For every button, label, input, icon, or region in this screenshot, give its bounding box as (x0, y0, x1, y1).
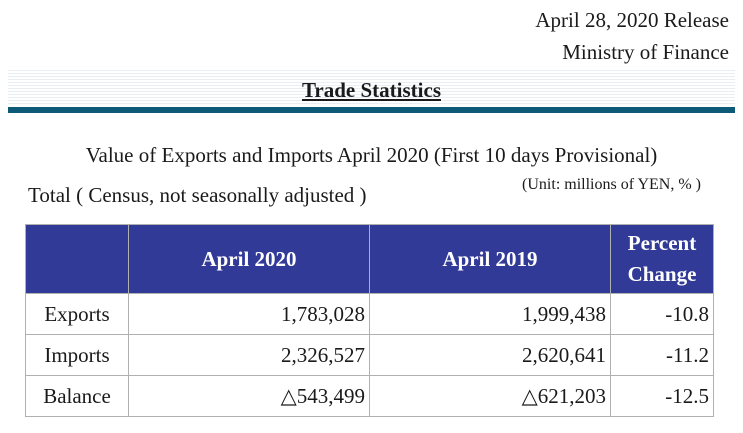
title-band (8, 68, 735, 106)
april-2020-value: 1,783,028 (128, 293, 370, 335)
april-2020-value: △543,499 (128, 375, 370, 417)
table-header-row: April 2020 April 2019 Percent Change (25, 224, 714, 294)
april-2020-value: 2,326,527 (128, 334, 370, 376)
ministry-name: Ministry of Finance (562, 40, 729, 64)
table-subtitle: Total ( Census, not seasonally adjusted … (28, 183, 367, 207)
unit-note: (Unit: millions of YEN, % ) (522, 176, 701, 193)
april-2019-value: 2,620,641 (369, 334, 611, 376)
row-label: Imports (25, 334, 129, 376)
release-date: April 28, 2020 Release (535, 8, 729, 32)
table-row: Imports 2,326,527 2,620,641 -11.2 (25, 334, 714, 376)
trade-statistics-table: April 2020 April 2019 Percent Change Exp… (25, 224, 714, 417)
april-2019-value: 1,999,438 (369, 293, 611, 335)
section-title: Trade Statistics (301, 78, 441, 102)
percent-change-value: -12.5 (610, 375, 714, 417)
percent-change-value: -11.2 (610, 334, 714, 376)
april-2019-value: △621,203 (369, 375, 611, 417)
table-row: Exports 1,783,028 1,999,438 -10.8 (25, 293, 714, 335)
row-label: Balance (25, 375, 129, 417)
title-rule (8, 107, 735, 113)
column-header-april-2020: April 2020 (128, 224, 370, 294)
row-label: Exports (25, 293, 129, 335)
percent-change-value: -10.8 (610, 293, 714, 335)
column-header-april-2019: April 2019 (369, 224, 611, 294)
column-header-percent-change: Percent Change (610, 224, 714, 294)
table-title: Value of Exports and Imports April 2020 … (85, 143, 658, 167)
table-row: Balance △543,499 △621,203 -12.5 (25, 375, 714, 417)
column-header-item (25, 224, 129, 294)
